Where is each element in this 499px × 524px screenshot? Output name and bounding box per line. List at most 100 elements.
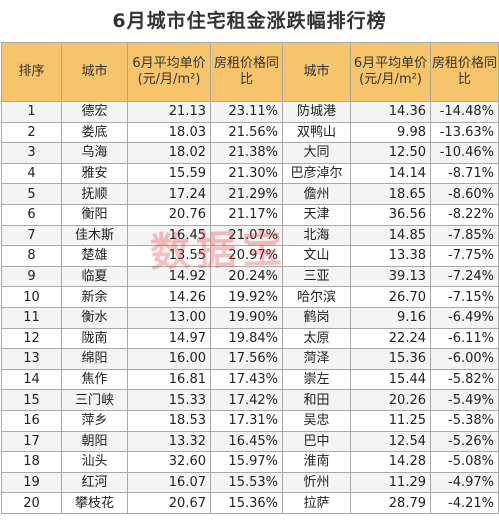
cell-rank: 9 [1, 265, 62, 288]
cell-city: 三门峡 [61, 389, 128, 411]
cell-yoy: 19.84% [210, 327, 283, 350]
cell-city: 焦作 [61, 368, 128, 391]
cell-yoy: 19.92% [210, 286, 283, 308]
cell-city: 汕头 [61, 451, 128, 473]
header-rank: 排序 [1, 42, 62, 102]
cell-city-2: 三亚 [282, 265, 351, 288]
cell-city-2: 菏泽 [282, 348, 351, 370]
cell-city-2: 拉萨 [282, 492, 351, 514]
cell-yoy-2: -5.26% [430, 430, 499, 453]
cell-price: 32.60 [127, 451, 211, 473]
table-row: 20 攀枝花 20.67 15.36% 拉萨 28.79 -4.21% [1, 492, 499, 514]
header-price: 6月平均单价(元/月/m²) [127, 42, 211, 102]
cell-city: 绵阳 [61, 348, 128, 370]
cell-price: 20.67 [127, 492, 211, 514]
table-row: 19 红河 16.07 15.53% 忻州 11.29 -4.97% [1, 471, 499, 494]
table-row: 8 楚雄 13.55 20.97% 文山 13.38 -7.75% [1, 245, 499, 267]
table-row: 12 陇南 14.97 19.84% 太原 22.24 -6.11% [1, 327, 499, 350]
cell-price-2: 12.54 [350, 430, 431, 453]
cell-price-2: 14.85 [350, 224, 431, 247]
cell-yoy-2: -6.00% [430, 348, 499, 370]
cell-price-2: 13.38 [350, 245, 431, 267]
cell-yoy: 15.97% [210, 451, 283, 473]
cell-price-2: 11.25 [350, 409, 431, 432]
cell-yoy-2: -5.08% [430, 451, 499, 473]
cell-yoy: 21.17% [210, 203, 283, 226]
cell-city-2: 双鸭山 [282, 121, 351, 144]
page-title: 6月城市住宅租金涨跌幅排行榜 [112, 10, 387, 32]
cell-yoy: 20.24% [210, 265, 283, 288]
cell-rank: 10 [1, 286, 62, 308]
cell-city-2: 哈尔滨 [282, 286, 351, 308]
cell-price-2: 12.50 [350, 142, 431, 164]
cell-yoy-2: -6.49% [430, 306, 499, 329]
cell-rank: 14 [1, 368, 62, 391]
cell-city-2: 忻州 [282, 471, 351, 494]
cell-yoy: 21.30% [210, 162, 283, 185]
cell-yoy-2: -10.46% [430, 142, 499, 164]
cell-rank: 16 [1, 409, 62, 432]
table-row: 1 德宏 21.13 23.11% 防城港 14.36 -14.48% [1, 101, 499, 123]
cell-city-2: 鹤岗 [282, 306, 351, 329]
cell-price: 13.00 [127, 306, 211, 329]
cell-rank: 1 [1, 101, 62, 123]
table-row: 14 焦作 16.81 17.43% 崇左 15.44 -5.82% [1, 368, 499, 391]
cell-rank: 18 [1, 451, 62, 473]
cell-city-2: 和田 [282, 389, 351, 411]
cell-price-2: 36.56 [350, 203, 431, 226]
table-row: 15 三门峡 15.33 17.42% 和田 20.26 -5.49% [1, 389, 499, 411]
cell-price: 16.07 [127, 471, 211, 494]
cell-price-2: 11.29 [350, 471, 431, 494]
header-price-2: 6月平均单价(元/月/m²) [350, 42, 431, 102]
cell-price: 18.53 [127, 409, 211, 432]
cell-price: 15.33 [127, 389, 211, 411]
cell-rank: 20 [1, 492, 62, 514]
cell-price-2: 20.26 [350, 389, 431, 411]
cell-city-2: 天津 [282, 203, 351, 226]
cell-city: 德宏 [61, 101, 128, 123]
cell-yoy-2: -5.49% [430, 389, 499, 411]
cell-price: 18.02 [127, 142, 211, 164]
table-header-row: 排序 城市 6月平均单价(元/月/m²) 房租价格同比 城市 6月平均单价(元/… [1, 42, 499, 102]
header-yoy-2: 房租价格同比 [430, 42, 499, 102]
cell-yoy: 15.53% [210, 471, 283, 494]
cell-city: 雅安 [61, 162, 128, 185]
cell-price-2: 14.36 [350, 101, 431, 123]
cell-yoy-2: -7.15% [430, 286, 499, 308]
cell-yoy-2: -6.11% [430, 327, 499, 350]
cell-city: 抚顺 [61, 183, 128, 205]
cell-yoy: 16.45% [210, 430, 283, 453]
cell-yoy-2: -14.48% [430, 101, 499, 123]
cell-rank: 7 [1, 224, 62, 247]
cell-rank: 2 [1, 121, 62, 144]
cell-city: 佳木斯 [61, 224, 128, 247]
cell-city-2: 巴彦淖尔 [282, 162, 351, 185]
cell-yoy: 23.11% [210, 101, 283, 123]
cell-city: 萍乡 [61, 409, 128, 432]
cell-price: 14.92 [127, 265, 211, 288]
cell-price: 14.26 [127, 286, 211, 308]
cell-city: 新余 [61, 286, 128, 308]
cell-yoy: 19.90% [210, 306, 283, 329]
table-row: 11 衡水 13.00 19.90% 鹤岗 9.16 -6.49% [1, 306, 499, 329]
table-row: 4 雅安 15.59 21.30% 巴彦淖尔 14.14 -8.71% [1, 162, 499, 185]
cell-price: 18.03 [127, 121, 211, 144]
cell-rank: 11 [1, 306, 62, 329]
cell-city: 朝阳 [61, 430, 128, 453]
cell-rank: 15 [1, 389, 62, 411]
cell-city-2: 北海 [282, 224, 351, 247]
cell-city: 楚雄 [61, 245, 128, 267]
cell-price: 21.13 [127, 101, 211, 123]
cell-yoy-2: -7.75% [430, 245, 499, 267]
cell-price: 16.81 [127, 368, 211, 391]
cell-rank: 6 [1, 203, 62, 226]
cell-price-2: 28.79 [350, 492, 431, 514]
cell-yoy: 21.56% [210, 121, 283, 144]
cell-yoy-2: -13.63% [430, 121, 499, 144]
cell-yoy: 21.07% [210, 224, 283, 247]
cell-price-2: 14.14 [350, 162, 431, 185]
cell-rank: 12 [1, 327, 62, 350]
table-row: 17 朝阳 13.32 16.45% 巴中 12.54 -5.26% [1, 430, 499, 453]
cell-city: 红河 [61, 471, 128, 494]
table-row: 3 乌海 18.02 21.38% 大同 12.50 -10.46% [1, 142, 499, 164]
